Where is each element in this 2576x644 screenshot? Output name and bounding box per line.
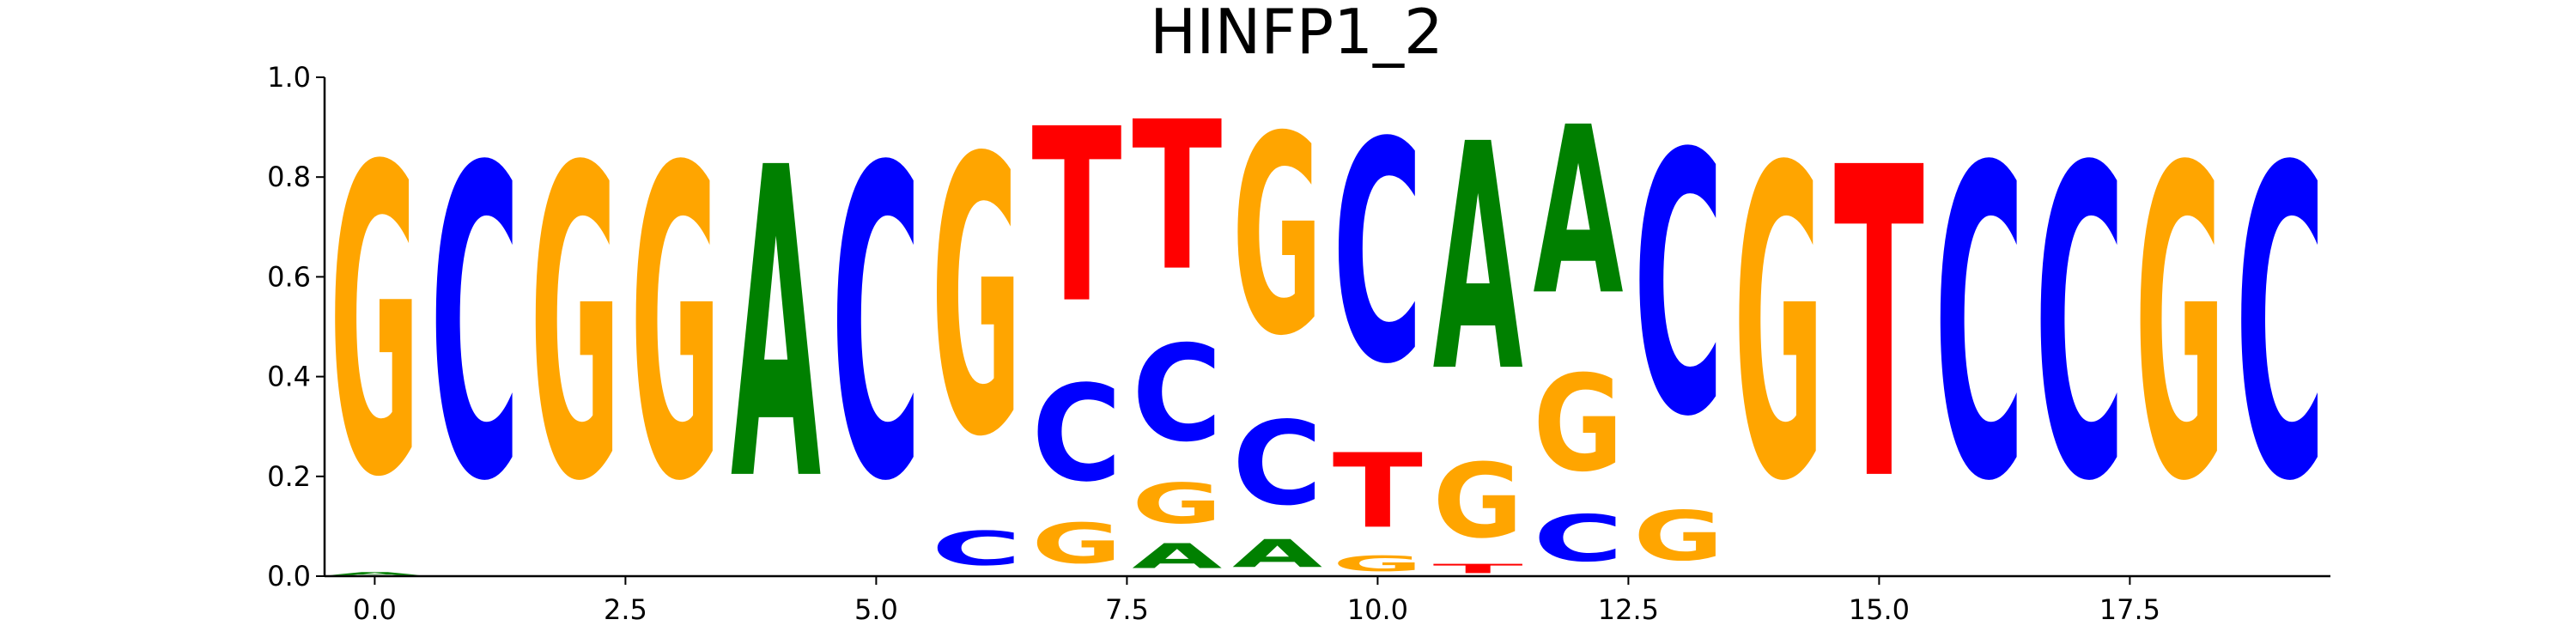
logo-letter: G bbox=[1533, 349, 1623, 501]
logo-letter: A bbox=[330, 571, 420, 576]
logo-letter: C bbox=[831, 80, 921, 575]
x-tick-label: 15.0 bbox=[1849, 593, 1910, 626]
x-tick-label: 0.0 bbox=[353, 593, 397, 626]
logo-letter: G bbox=[1633, 497, 1723, 576]
chart-title: HINFP1_2 bbox=[1150, 0, 1443, 68]
logo-letter: T bbox=[1433, 562, 1524, 576]
x-tick-label: 10.0 bbox=[1347, 593, 1408, 626]
x-tick-label: 7.5 bbox=[1105, 593, 1149, 626]
logo-letter: C bbox=[932, 521, 1022, 576]
logo-letter: G bbox=[932, 78, 1022, 520]
logo-letter: C bbox=[1031, 358, 1121, 512]
logo-letter: A bbox=[1433, 78, 1524, 440]
logo-letter: C bbox=[430, 80, 520, 575]
logo-letter: T bbox=[1333, 432, 1423, 550]
logo-letter: G bbox=[2135, 77, 2225, 574]
logo-letter: G bbox=[630, 77, 720, 574]
logo-letter: G bbox=[1734, 77, 1824, 574]
y-tick-label: 0.4 bbox=[267, 361, 311, 393]
logo-letter: C bbox=[1232, 397, 1322, 532]
logo-letter: A bbox=[1232, 532, 1322, 576]
logo-letter: C bbox=[1935, 80, 2025, 575]
logo-letter: A bbox=[1533, 79, 1623, 347]
logo-letter: A bbox=[1132, 537, 1222, 576]
logo-letter: C bbox=[2235, 80, 2325, 575]
logo-letter: C bbox=[1132, 318, 1222, 471]
logo-letter: T bbox=[1834, 78, 1925, 574]
logo-letter: T bbox=[1031, 78, 1121, 356]
x-tick-label: 2.5 bbox=[604, 593, 647, 626]
y-tick-label: 0.6 bbox=[267, 260, 311, 293]
logo-letter: C bbox=[1633, 78, 1723, 495]
logo-letter: G bbox=[1132, 471, 1222, 536]
logo-letter: G bbox=[1433, 442, 1523, 562]
logo-letter: G bbox=[1333, 551, 1423, 576]
logo-letter: G bbox=[530, 77, 620, 574]
logo-letter: T bbox=[1132, 79, 1222, 317]
logo-letter: C bbox=[1333, 79, 1423, 431]
logo-letter: G bbox=[1232, 79, 1322, 397]
axes: 0.0 0.2 0.4 0.6 0.8 1.0 0.0 2.5 5.0 7.5 10.0 12.5 15… bbox=[267, 61, 2330, 626]
logo-letter: C bbox=[2034, 80, 2124, 575]
y-tick-label: 0.8 bbox=[267, 161, 311, 193]
logo-letter: C bbox=[1533, 501, 1623, 576]
x-tick-label: 17.5 bbox=[2099, 593, 2160, 626]
logo-letter: G bbox=[1031, 512, 1121, 576]
logo-letter: A bbox=[731, 78, 822, 574]
y-tick-label: 0.2 bbox=[267, 460, 311, 493]
y-tick-label: 0.0 bbox=[267, 560, 311, 592]
y-tick-label: 1.0 bbox=[267, 61, 311, 94]
x-tick-label: 5.0 bbox=[854, 593, 898, 626]
logo-letter: G bbox=[330, 78, 420, 569]
x-tick-label: 12.5 bbox=[1598, 593, 1659, 626]
